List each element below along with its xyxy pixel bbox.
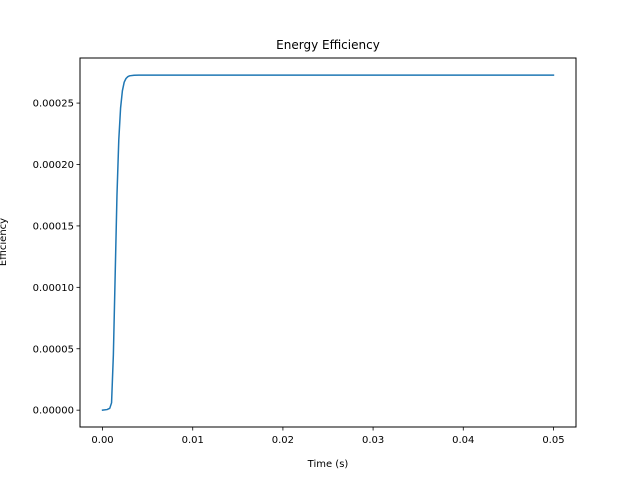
x-tick-label: 0.03	[362, 435, 384, 446]
x-tick-label: 0.02	[272, 435, 294, 446]
series-line	[101, 74, 555, 412]
y-tick-label: 0.00020	[33, 160, 74, 171]
y-tick-label: 0.00025	[33, 99, 74, 110]
y-tick-label: 0.00005	[33, 344, 74, 355]
y-tick-label: 0.00000	[33, 406, 74, 417]
x-tick-label: 0.01	[182, 435, 204, 446]
x-tick-label: 0.00	[91, 435, 113, 446]
axes-frame	[79, 57, 577, 428]
y-axis-label: Efficiency	[0, 218, 9, 266]
x-axis-label: Time (s)	[307, 459, 349, 470]
x-tick-label: 0.05	[542, 435, 564, 446]
y-tick-label: 0.00010	[33, 283, 74, 294]
y-tick-label: 0.00015	[33, 221, 74, 232]
chart-title: Energy Efficiency	[276, 38, 380, 52]
x-tick-label: 0.04	[452, 435, 474, 446]
plot-area: 0.00 0.01 0.02 0.03 0.04 0.05 0.00000 0.00005 0.…	[33, 74, 565, 446]
